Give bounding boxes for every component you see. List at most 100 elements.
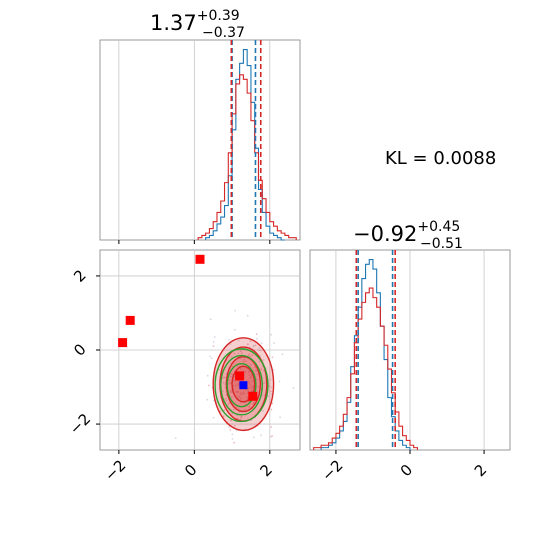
marginal-x-title: 1.37+0.39 −0.37 bbox=[150, 8, 245, 41]
joint-sample-point bbox=[240, 368, 242, 370]
joint-sample-point bbox=[278, 380, 281, 383]
marginal-y-histogram-series-1 bbox=[313, 287, 418, 450]
marginal-x-title-lower: −0.37 bbox=[202, 25, 245, 41]
joint-sample-point bbox=[250, 363, 253, 366]
joint-sample-point bbox=[221, 390, 224, 393]
joint-sample-point bbox=[230, 375, 233, 378]
joint-sample-point bbox=[229, 389, 232, 392]
joint-sample-point bbox=[258, 360, 261, 363]
joint-sample-point bbox=[269, 390, 272, 393]
joint-sample-point bbox=[256, 373, 259, 376]
joint-sample-point bbox=[222, 381, 225, 384]
joint-sample-point bbox=[200, 461, 202, 463]
joint-sample-point bbox=[174, 437, 177, 439]
joint-sample-point bbox=[270, 426, 273, 428]
joint-sample-point bbox=[206, 374, 209, 377]
joint-sample-point bbox=[260, 342, 263, 345]
joint-sample-point bbox=[251, 390, 254, 393]
joint-sample-point bbox=[223, 376, 226, 379]
joint-sample-point bbox=[244, 371, 247, 374]
joint-sample-point bbox=[239, 350, 242, 353]
joint-sample-point bbox=[246, 389, 249, 391]
joint-sample-point bbox=[231, 412, 234, 415]
joint-sample-point bbox=[237, 339, 240, 342]
joint-sample-point bbox=[260, 349, 262, 352]
joint-sample-point bbox=[248, 377, 251, 380]
joint-sample-point bbox=[240, 352, 243, 355]
marginal-x-histograms bbox=[197, 48, 297, 241]
joint-sample-point bbox=[262, 359, 265, 361]
marginal-y-gridlines bbox=[335, 250, 485, 450]
joint-sample-point bbox=[227, 404, 230, 406]
joint-sample-point bbox=[223, 409, 226, 412]
joint-gridlines bbox=[100, 250, 300, 450]
joint-sample-point bbox=[231, 438, 234, 440]
marginal-y-panel: −2 0 2 −0.92+0.45 −0.51 bbox=[309, 219, 511, 485]
joint-sample-point bbox=[229, 343, 232, 345]
joint-sample-point bbox=[243, 391, 245, 394]
kl-annotation: KL = 0.0088 bbox=[385, 148, 496, 169]
joint-contour-1-1 bbox=[220, 354, 263, 416]
marginal-y-title-value: −0.92 bbox=[353, 222, 417, 246]
joint-sample-point bbox=[240, 397, 243, 400]
joint-xtick-label-2: 2 bbox=[257, 461, 276, 480]
marginal-x-gridlines bbox=[118, 40, 271, 240]
joint-ytick-label-0: −2 bbox=[66, 410, 94, 438]
joint-sample-point bbox=[239, 357, 242, 360]
joint-sample-point bbox=[209, 355, 212, 358]
joint-sample-point bbox=[250, 374, 253, 377]
joint-sample-point bbox=[273, 342, 275, 344]
joint-sample-point bbox=[243, 358, 246, 361]
marginal-y-title-lower: −0.51 bbox=[420, 236, 463, 252]
joint-sample-point bbox=[271, 402, 274, 405]
joint-sample-point bbox=[218, 368, 220, 371]
joint-sample-point bbox=[247, 387, 249, 389]
joint-sample-point bbox=[256, 337, 258, 340]
joint-sample-point bbox=[233, 441, 236, 444]
joint-sample-point bbox=[268, 385, 271, 387]
joint-sample-point bbox=[247, 380, 250, 383]
marginal-x-frame bbox=[99, 39, 301, 241]
joint-sample-point bbox=[228, 339, 231, 341]
joint-sample-point bbox=[233, 352, 236, 355]
joint-sample-point bbox=[292, 387, 295, 389]
marginal-y-xtick-label-0: −2 bbox=[318, 456, 346, 484]
joint-sample-point bbox=[257, 385, 260, 388]
joint-markers bbox=[118, 254, 258, 401]
joint-contour-1-0 bbox=[214, 348, 269, 423]
joint-sample-point bbox=[270, 408, 273, 411]
joint-sample-point bbox=[260, 368, 263, 370]
marginal-x-title-value: 1.37 bbox=[150, 11, 197, 35]
joint-marker-3 bbox=[235, 371, 245, 381]
joint-sample-point bbox=[258, 349, 260, 352]
joint-sample-point bbox=[243, 408, 246, 411]
joint-sample-point bbox=[219, 410, 222, 412]
joint-sample-point bbox=[212, 345, 215, 347]
joint-sample-point bbox=[209, 318, 212, 321]
joint-sample-point bbox=[240, 416, 243, 419]
joint-sample-point bbox=[252, 436, 255, 439]
joint-sample-point bbox=[248, 386, 251, 389]
joint-sample-point bbox=[222, 415, 225, 417]
joint-sample-point bbox=[262, 369, 265, 372]
joint-sample-point bbox=[248, 353, 251, 355]
joint-contour-1-2 bbox=[226, 363, 257, 408]
marginal-x-title-upper: +0.39 bbox=[197, 8, 240, 24]
joint-sample-point bbox=[255, 333, 258, 335]
joint-sample-point bbox=[225, 399, 228, 402]
joint-sample-point bbox=[260, 434, 262, 437]
joint-sample-point bbox=[271, 356, 274, 359]
joint-sample-point bbox=[248, 374, 251, 376]
joint-sample-point bbox=[258, 347, 260, 350]
joint-sample-point bbox=[271, 435, 273, 437]
joint-sample-point bbox=[252, 385, 254, 387]
joint-sample-point bbox=[230, 419, 233, 422]
joint-sample-point bbox=[229, 391, 232, 394]
joint-sample-point bbox=[263, 382, 266, 384]
joint-xtick-label-0: −2 bbox=[101, 456, 129, 484]
joint-sample-point bbox=[212, 341, 215, 343]
joint-sample-point bbox=[239, 393, 242, 396]
joint-sample-point bbox=[304, 375, 306, 377]
joint-sample-point bbox=[231, 433, 234, 436]
